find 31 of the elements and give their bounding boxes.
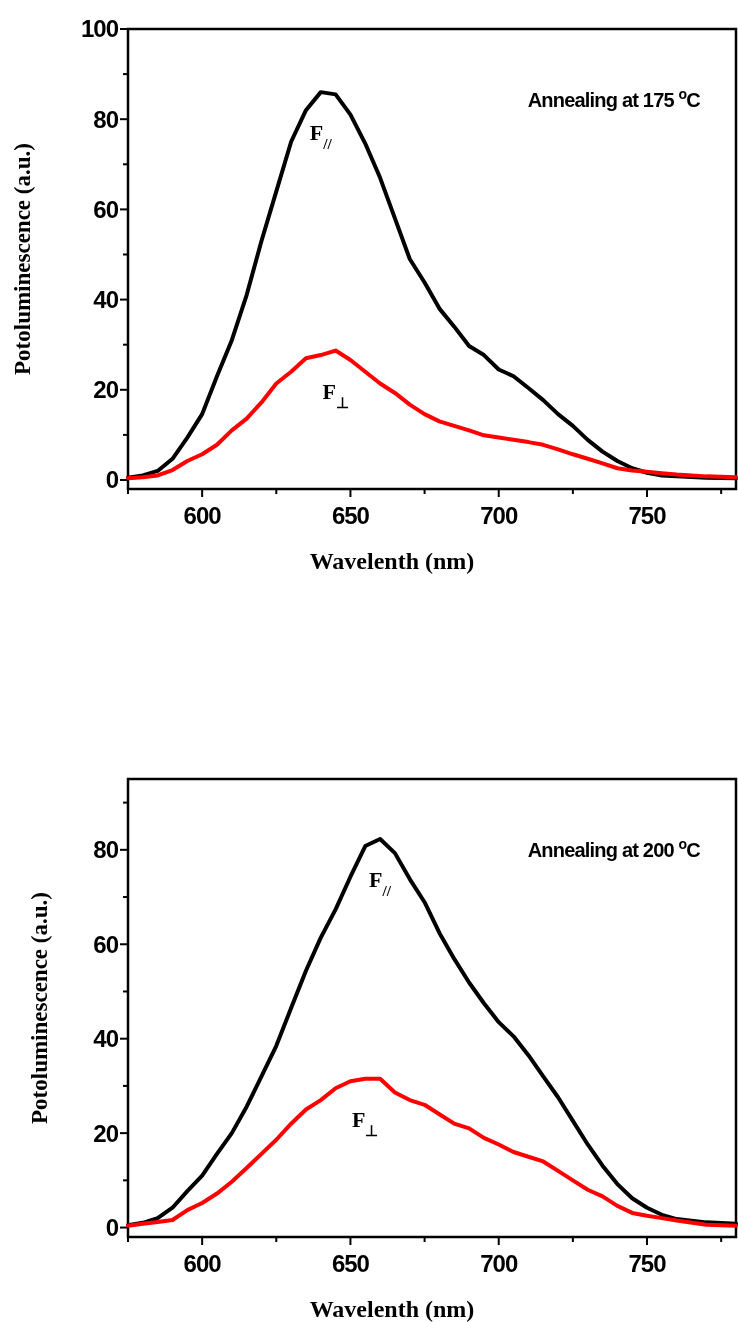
y-tick-label: 100 (80, 15, 119, 43)
annotation: Annealing at 175 $^{o}$C (527, 86, 701, 111)
y-tick-label: 20 (93, 1119, 119, 1147)
x-tick-label: 650 (331, 1250, 370, 1277)
line-series (126, 1076, 738, 1228)
y-tick-label: 60 (93, 195, 119, 223)
series-label: F$_{⊥}$ (352, 1106, 379, 1139)
y-axis-title: Potoluminescence (a.u.) (10, 143, 35, 375)
x-tick-label: 750 (628, 1250, 667, 1277)
x-tick-label: 650 (331, 502, 370, 529)
x-tick-label: 600 (183, 502, 222, 529)
y-axis-title: Potoluminescence (a.u.) (27, 892, 52, 1124)
y-tick-label: 0 (105, 466, 119, 494)
line-series (126, 348, 738, 481)
y-tick-label: 40 (93, 285, 119, 313)
annotation: Annealing at 200 $^{o}$C (527, 836, 701, 861)
x-axis-title: Wavelenth (nm) (309, 1296, 475, 1322)
y-tick-label: 40 (93, 1025, 119, 1053)
x-tick-label: 700 (480, 1250, 518, 1277)
x-axis-title: Wavelenth (nm) (309, 548, 475, 574)
x-tick-label: 750 (628, 502, 667, 529)
x-tick-label: 700 (480, 502, 518, 529)
y-tick-label: 60 (93, 930, 119, 958)
y-tick-label: 0 (105, 1213, 119, 1241)
y-tick-label: 80 (93, 105, 119, 133)
series-label: F$_{⊥}$ (322, 378, 349, 411)
series-label: F$_{//}$ (369, 866, 392, 899)
x-tick-label: 600 (183, 1250, 222, 1277)
series-label: F$_{//}$ (309, 120, 333, 152)
y-tick-label: 20 (93, 376, 119, 404)
y-tick-label: 80 (93, 836, 119, 864)
